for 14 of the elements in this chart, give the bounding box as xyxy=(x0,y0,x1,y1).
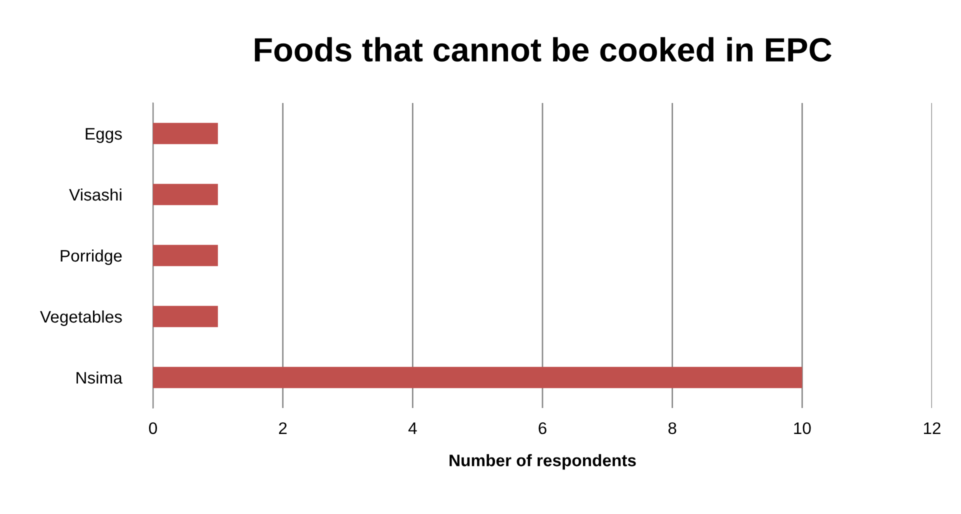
x-tick-label: 12 xyxy=(924,422,940,434)
x-tick-label: 6 xyxy=(538,422,546,434)
y-tick-label: Eggs xyxy=(86,128,122,143)
y-tick-label: Porridge xyxy=(60,249,122,265)
x-tick-label: 2 xyxy=(279,422,287,434)
y-tick-label: Vegetables xyxy=(40,310,122,326)
y-tick-label: Visashi xyxy=(69,188,122,201)
x-axis-title: Number of respondents xyxy=(450,454,636,470)
x-tick-label: 8 xyxy=(668,422,676,434)
x-tick-label: 0 xyxy=(149,422,157,434)
x-tick-label: 10 xyxy=(794,422,811,434)
x-tick-label: 4 xyxy=(408,422,417,434)
chart-title: Foods that cannot be cooked in EPC xyxy=(254,37,832,62)
y-tick-label: Nsima xyxy=(76,371,122,384)
